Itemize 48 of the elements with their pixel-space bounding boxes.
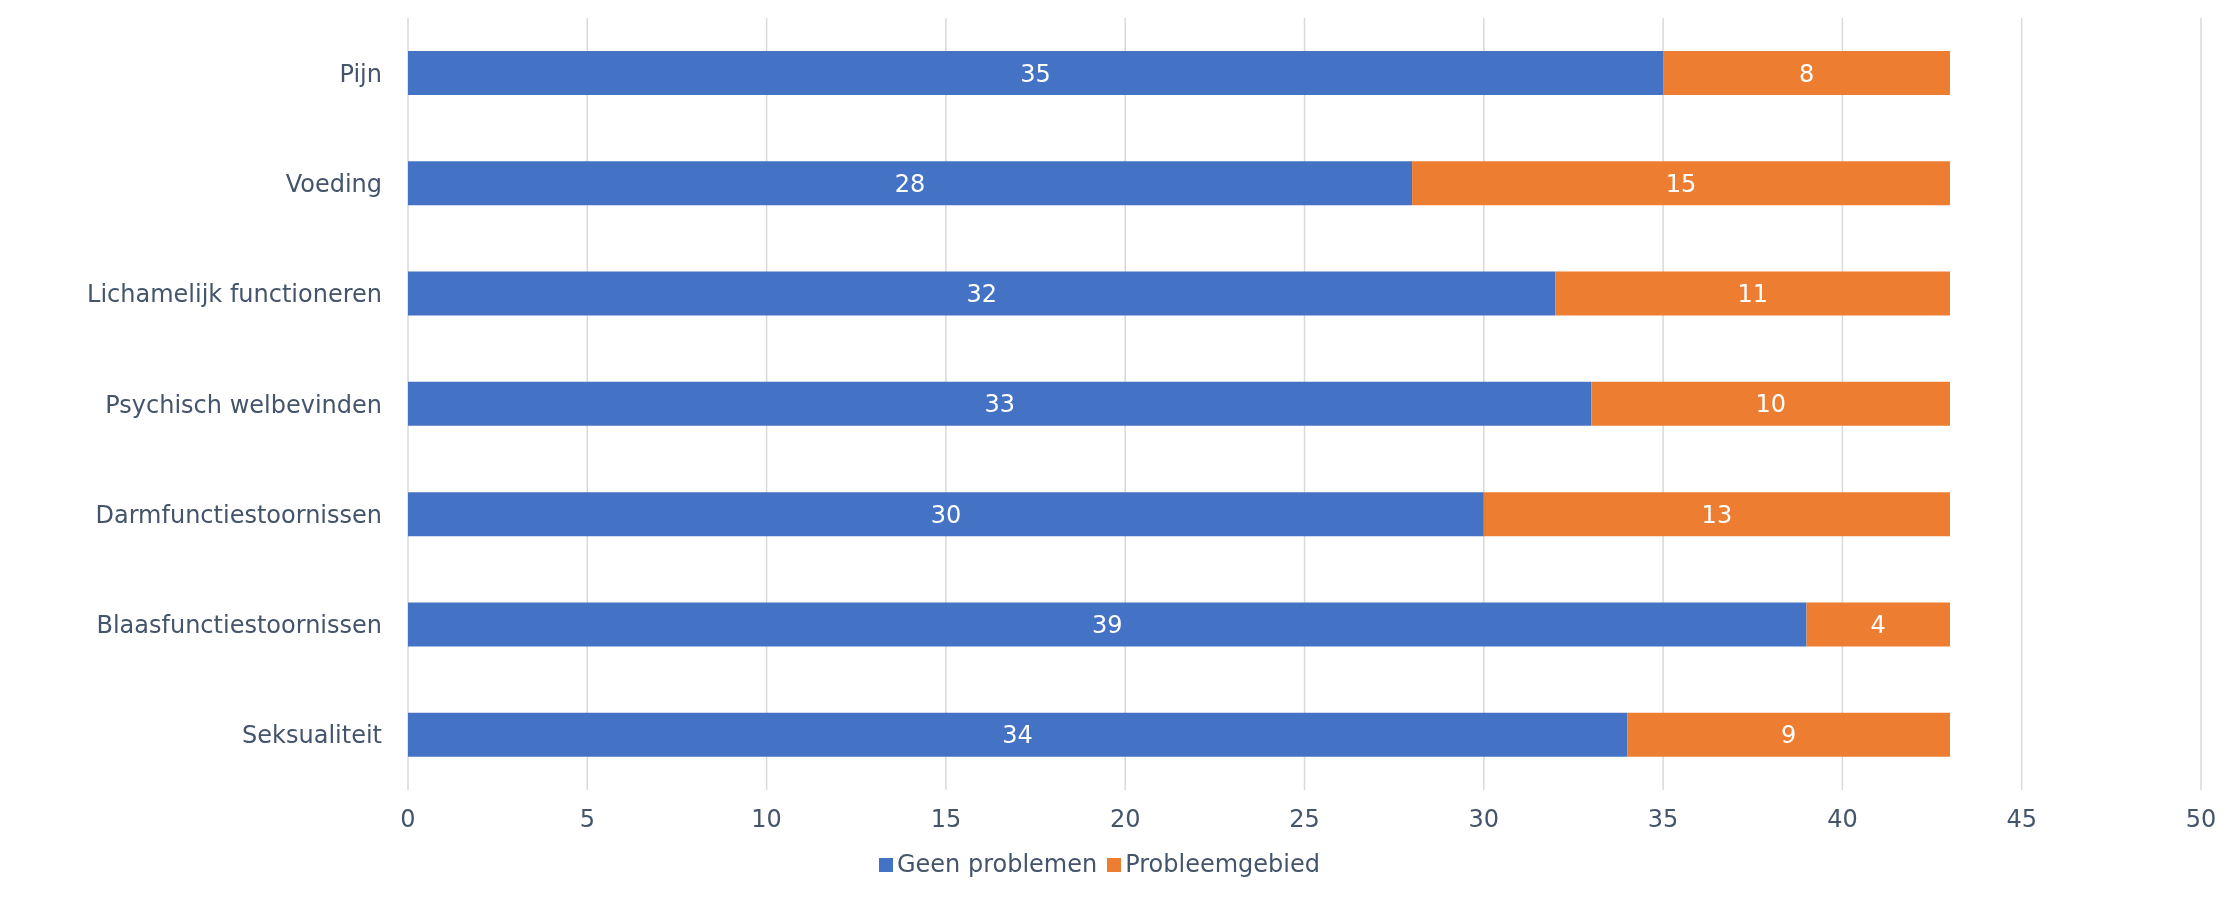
data-label: 15 bbox=[1665, 169, 1697, 198]
bar bbox=[408, 712, 1628, 757]
x-tick-label: 5 bbox=[579, 805, 595, 834]
data-label: 32 bbox=[966, 280, 998, 309]
bar bbox=[408, 381, 1592, 426]
data-label: 9 bbox=[1780, 721, 1797, 750]
data-label: 33 bbox=[984, 390, 1015, 419]
x-tick-label: 15 bbox=[930, 805, 962, 834]
y-tick-label: Pijn bbox=[339, 59, 382, 88]
y-tick-label: Lichamelijk functioneren bbox=[87, 280, 382, 309]
x-tick-label: 40 bbox=[1827, 805, 1858, 834]
bar bbox=[408, 492, 1484, 537]
data-label: 39 bbox=[1092, 610, 1123, 639]
bar bbox=[408, 271, 1556, 316]
bar bbox=[1627, 712, 1950, 757]
data-label: 28 bbox=[894, 169, 926, 198]
x-tick-label: 50 bbox=[2185, 805, 2217, 834]
bar bbox=[408, 51, 1664, 95]
data-label: 34 bbox=[1002, 721, 1033, 750]
x-tick-label: 0 bbox=[400, 805, 416, 834]
x-tick-label: 45 bbox=[2006, 805, 2037, 834]
data-label: 10 bbox=[1755, 390, 1786, 419]
legend-label: Geen problemen bbox=[896, 850, 1098, 878]
bar bbox=[1806, 602, 1950, 647]
data-label: 4 bbox=[1870, 610, 1886, 639]
y-tick-label: Seksualiteit bbox=[242, 721, 382, 750]
bar bbox=[1412, 161, 1950, 206]
x-tick-label: 25 bbox=[1289, 805, 1320, 834]
bar bbox=[1555, 271, 1950, 316]
bar bbox=[1663, 51, 1950, 95]
y-tick-label: Psychisch welbevinden bbox=[105, 390, 382, 419]
x-tick-label: 20 bbox=[1109, 805, 1141, 834]
y-tick-label: Blaasfunctiestoornissen bbox=[96, 611, 382, 640]
bar bbox=[408, 602, 1807, 647]
x-tick-label: 35 bbox=[1647, 805, 1679, 834]
bar bbox=[1591, 381, 1950, 426]
y-tick-label: Voeding bbox=[285, 169, 382, 198]
bar bbox=[1483, 492, 1950, 537]
data-label: 35 bbox=[1020, 59, 1051, 88]
x-tick-label: 10 bbox=[751, 805, 782, 834]
data-label: 11 bbox=[1737, 280, 1769, 309]
x-tick-label: 30 bbox=[1468, 805, 1500, 834]
data-label: 8 bbox=[1798, 59, 1815, 88]
legend-label: Probleemgebied bbox=[1125, 850, 1321, 878]
data-label: 30 bbox=[930, 500, 962, 529]
bar bbox=[408, 161, 1413, 206]
y-tick-label: Darmfunctiestoornissen bbox=[95, 500, 382, 529]
data-label: 13 bbox=[1701, 500, 1733, 529]
